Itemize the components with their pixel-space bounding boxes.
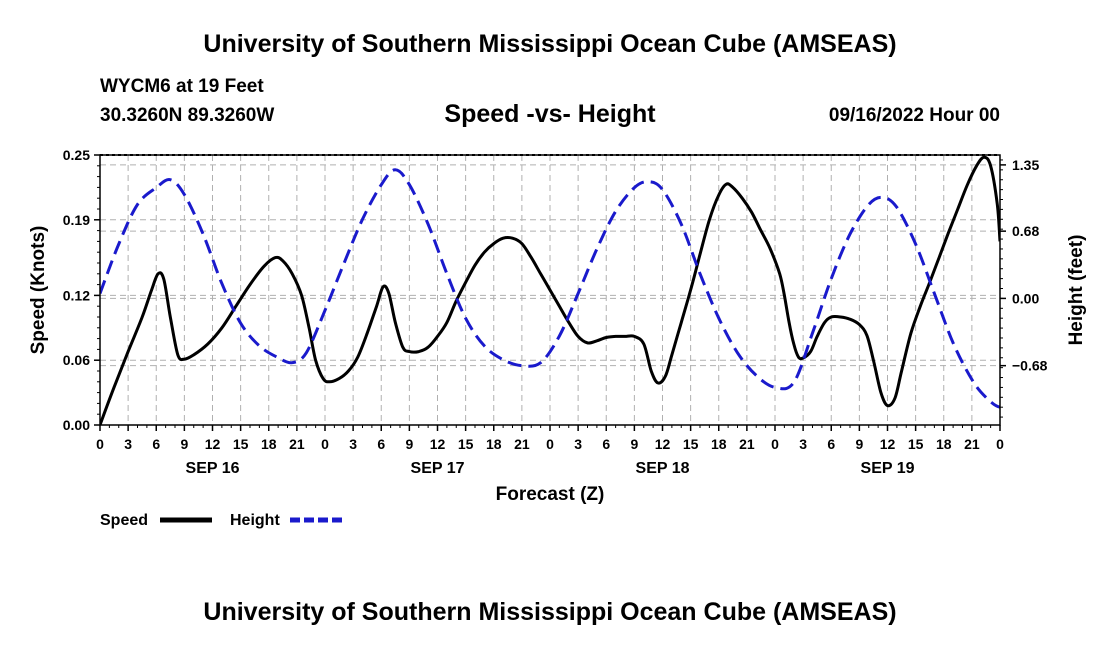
y2-axis-label: Height (feet) [1066, 235, 1087, 346]
y-tick-label: 0.19 [63, 212, 90, 228]
x-tick-label: 0 [321, 436, 329, 452]
series-layer [100, 155, 1000, 425]
x-tick-label: 18 [711, 436, 727, 452]
x-tick-label: 6 [602, 436, 610, 452]
coordinates-label: 30.3260N 89.3260W [100, 105, 275, 126]
x-tick-label: 21 [514, 436, 530, 452]
x-tick-label: 9 [180, 436, 188, 452]
speed-series-line [100, 155, 1000, 425]
axes: 0 3 6 9 12 15 18 21 0 3 6 9 12 15 18 21 0 3 6 9 12 15 18 21 0 3 6 9… [63, 147, 1048, 477]
x-tick-label: 9 [855, 436, 863, 452]
x-tick-label: 15 [233, 436, 249, 452]
height-series-line [100, 168, 1000, 409]
x-tick-label: 21 [289, 436, 305, 452]
x-tick-label: 3 [574, 436, 582, 452]
x-axis-label: Forecast (Z) [496, 484, 605, 505]
x-tick-label: 12 [205, 436, 221, 452]
x-tick-label: 18 [936, 436, 952, 452]
x-tick-label: 0 [546, 436, 554, 452]
x-tick-label: 0 [771, 436, 779, 452]
date-label: SEP 19 [861, 460, 915, 477]
x-tick-label: 6 [827, 436, 835, 452]
date-label: SEP 17 [411, 460, 465, 477]
x-tick-label: 21 [964, 436, 980, 452]
x-tick-label: 18 [261, 436, 277, 452]
x-tick-label: 3 [124, 436, 132, 452]
y2-tick-label: 1.35 [1012, 157, 1039, 173]
footer-title: University of Southern Mississippi Ocean… [203, 598, 897, 626]
x-tick-label: 3 [799, 436, 807, 452]
x-tick-label: 12 [430, 436, 446, 452]
chart-title: University of Southern Mississippi Ocean… [203, 30, 897, 58]
y-tick-label: 0.00 [63, 417, 90, 433]
x-tick-label: 0 [996, 436, 1004, 452]
x-tick-label: 12 [655, 436, 671, 452]
x-tick-label: 9 [630, 436, 638, 452]
y2-tick-label: −0.68 [1012, 358, 1048, 374]
x-tick-label: 15 [458, 436, 474, 452]
y2-tick-label: 0.00 [1012, 290, 1039, 306]
x-tick-label: 0 [96, 436, 104, 452]
y-tick-label: 0.06 [63, 352, 90, 368]
chart-subtitle: Speed -vs- Height [444, 100, 656, 128]
x-tick-label: 12 [880, 436, 896, 452]
x-tick-label: 6 [152, 436, 160, 452]
y-axis-label: Speed (Knots) [28, 226, 49, 355]
x-tick-label: 6 [377, 436, 385, 452]
x-tick-label: 15 [908, 436, 924, 452]
station-label: WYCM6 at 19 Feet [100, 76, 264, 97]
grid-lines [100, 155, 1000, 425]
x-tick-label: 15 [683, 436, 699, 452]
x-tick-label: 3 [349, 436, 357, 452]
date-label: SEP 16 [186, 460, 240, 477]
legend-speed-label: Speed [100, 512, 148, 529]
y-tick-label: 0.25 [63, 147, 90, 163]
x-tick-label: 9 [405, 436, 413, 452]
x-tick-label: 21 [739, 436, 755, 452]
y-tick-label: 0.12 [63, 287, 90, 303]
date-label: SEP 18 [636, 460, 690, 477]
forecast-datetime: 09/16/2022 Hour 00 [828, 105, 1000, 126]
legend-height-label: Height [230, 512, 280, 529]
y2-tick-label: 0.68 [1012, 223, 1039, 239]
legend: Speed Height [100, 512, 342, 529]
x-tick-label: 18 [486, 436, 502, 452]
